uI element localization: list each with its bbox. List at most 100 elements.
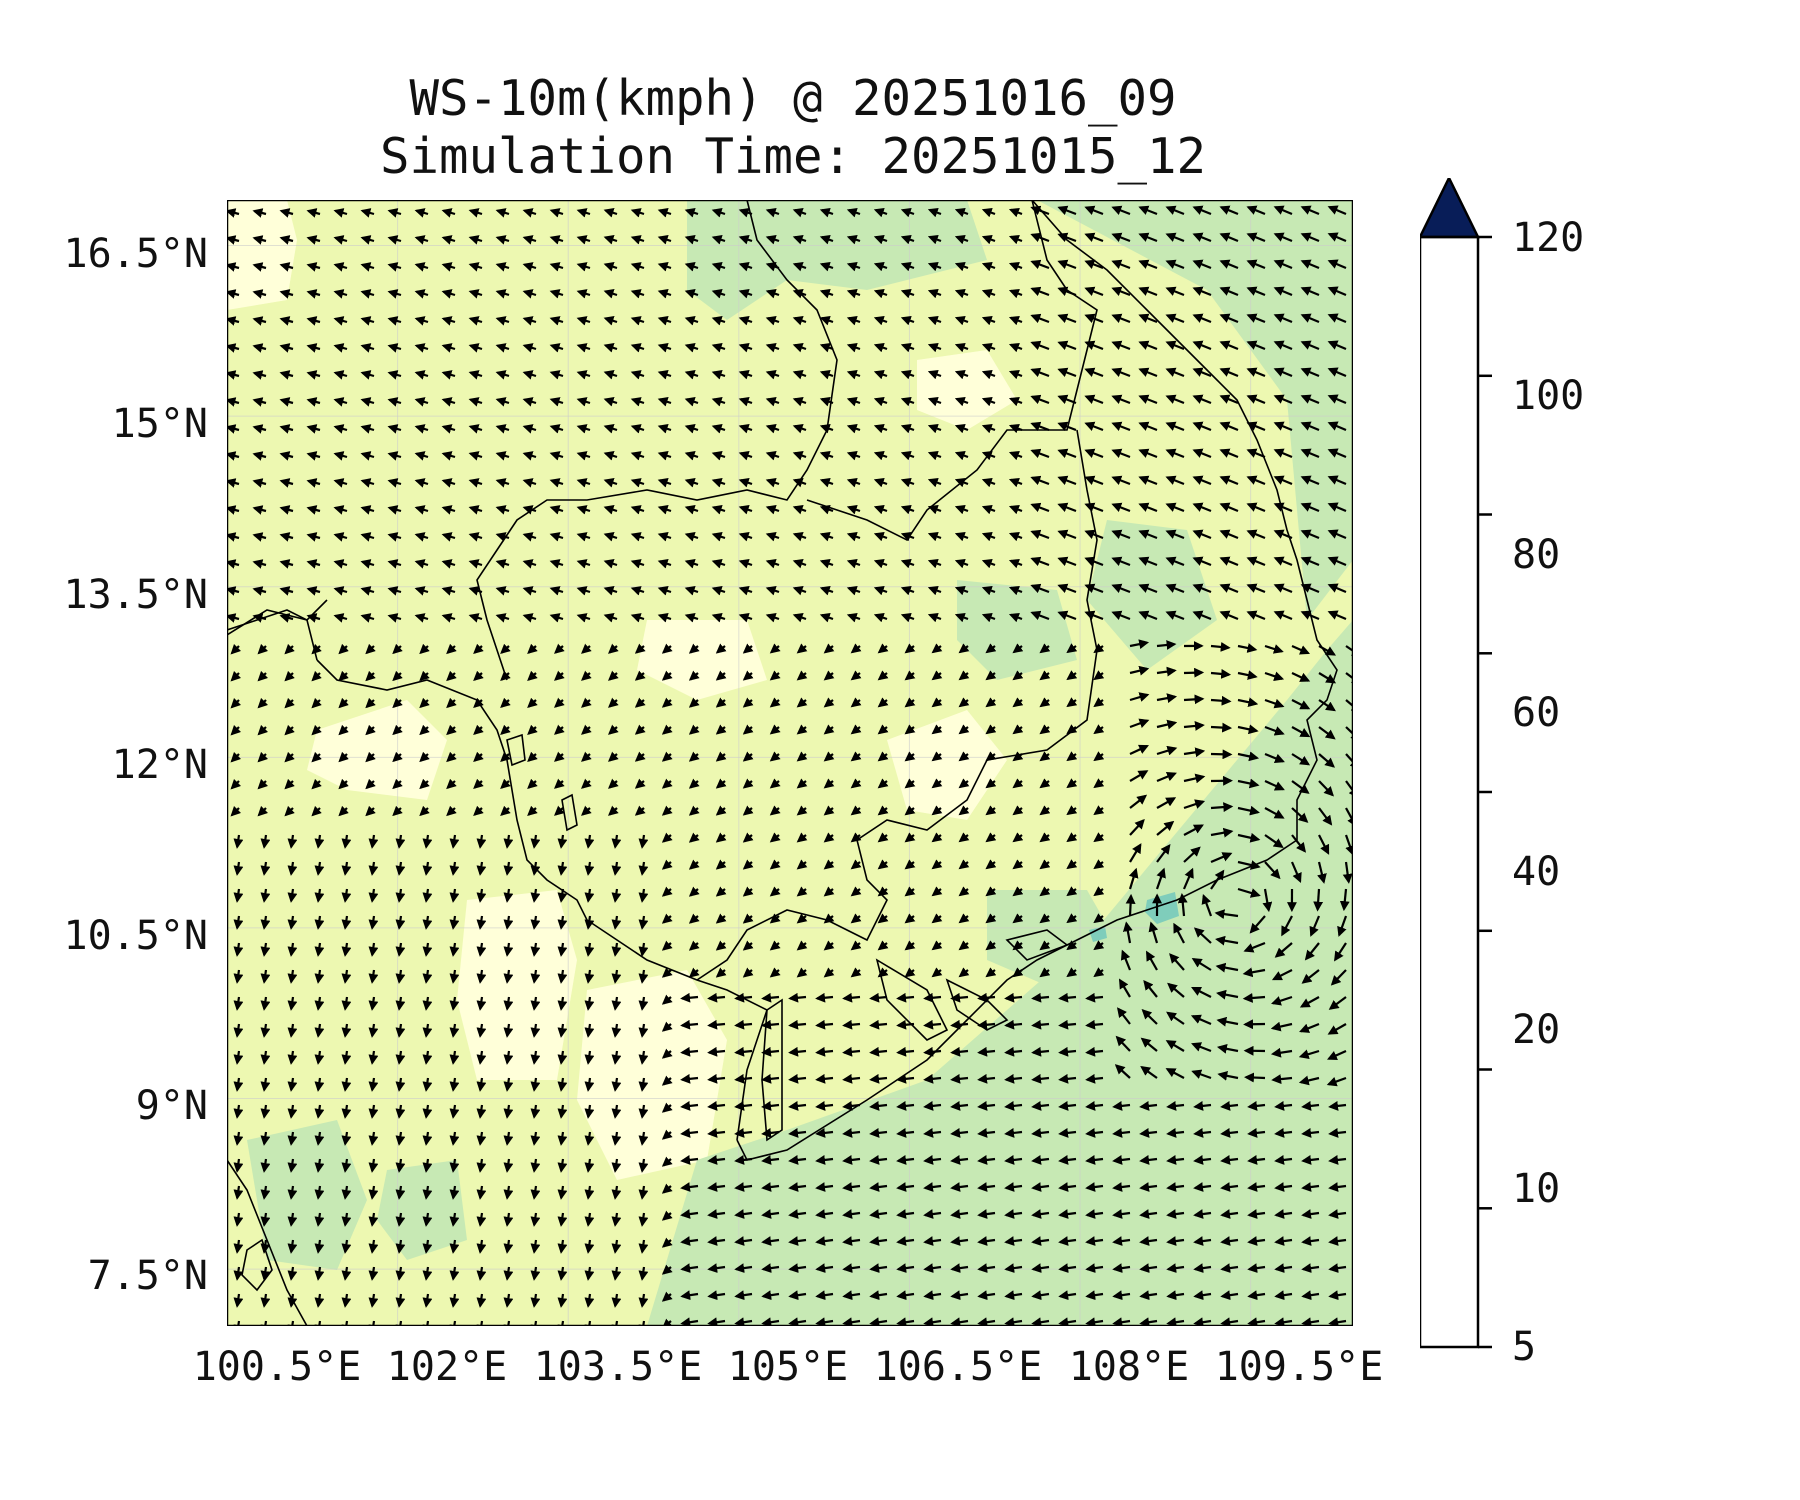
wind-arrow [576,586,591,596]
wind-arrow [657,208,672,218]
wind-arrow [1273,367,1293,378]
wind-arrow [684,586,699,596]
wind-arrow [603,478,618,488]
wind-arrow [1008,585,1023,596]
wind-arrow [792,612,807,623]
wind-arrow [873,531,888,542]
wind-arrow [792,342,807,353]
wind-arrow [306,586,321,596]
wind-arrow [900,612,915,623]
colorbar-label: 20 [1512,1007,1561,1053]
wind-arrow [792,423,807,434]
wind-arrow [954,207,969,218]
wind-arrow [1192,259,1212,270]
wind-arrow [441,613,456,623]
wind-arrow [522,505,537,515]
wind-arrow [227,478,240,488]
wind-arrow [1066,643,1078,654]
wind-arrow [1004,1019,1023,1030]
wind-arrow [1138,340,1158,351]
wind-arrow [468,316,483,326]
wind-arrow [1057,340,1077,351]
wind-arrow [630,613,645,623]
wind-arrow [711,586,726,596]
wind-arrow [958,643,970,654]
wind-arrow [549,289,564,299]
wind-arrow [954,504,969,515]
wind-arrow [252,424,267,434]
wind-arrow [608,643,619,654]
wind-arrow [657,424,672,434]
wind-arrow [1165,475,1185,486]
wind-arrow [414,586,429,596]
wind-arrow [1327,448,1347,459]
title-line1: WS-10m(kmph) @ 20251016_09 [409,70,1177,127]
wind-arrow [819,586,834,596]
wind-arrow [441,451,456,461]
wind-arrow [387,262,402,272]
wind-arrow [1138,502,1158,513]
wind-arrow [279,424,294,434]
wind-arrow [1273,259,1293,270]
wind-arrow [792,585,807,596]
wind-arrow [227,370,240,380]
wind-arrow [742,643,754,654]
wind-arrow [230,643,242,655]
wind-arrow [441,559,456,569]
wind-arrow [603,343,618,353]
wind-arrow [1165,286,1185,297]
wind-arrow [468,424,483,434]
wind-arrow [684,289,699,299]
wind-arrow [792,315,807,326]
lat-tick-label: 12°N [111,742,208,788]
wind-arrow [549,532,564,542]
wind-arrow [441,235,456,245]
wind-arrow [603,235,618,245]
wind-arrow [707,1019,726,1030]
wind-arrow [738,289,753,299]
wind-arrow [576,451,591,461]
wind-arrow [954,450,969,461]
wind-arrow [842,992,861,1003]
wind-arrow [1084,475,1104,486]
wind-arrow [227,343,240,353]
wind-arrow [1246,421,1266,432]
wind-arrow [927,315,942,326]
colorbar-ticks [1478,235,1492,1349]
wind-arrow [684,613,699,623]
wind-arrow [1138,556,1158,567]
lat-tick-label: 13.5°N [63,572,209,618]
wind-arrow [1030,205,1050,216]
wind-arrow [441,424,456,434]
wind-arrow [981,207,996,218]
wind-arrow [1030,448,1050,459]
wind-arrow [360,586,375,596]
wind-arrow [333,586,348,596]
wind-arrow [360,289,375,299]
wind-arrow [333,343,348,353]
wind-arrow [792,531,807,542]
wind-arrow [360,370,375,380]
wind-arrow [711,397,726,407]
wind-arrow [576,532,591,542]
wind-arrow [279,208,294,218]
wind-arrow [954,531,969,542]
wind-arrow [1058,1019,1077,1030]
wind-arrow [927,234,942,245]
wind-arrow [873,396,888,407]
wind-arrow [981,477,996,488]
wind-arrow [227,451,240,461]
wind-arrow [360,262,375,272]
wind-arrow [1300,421,1320,432]
wind-arrow [387,235,402,245]
wind-arrow [711,451,726,461]
wind-arrow [1300,286,1320,297]
wind-arrow [252,451,267,461]
wind-arrow [1008,558,1023,569]
wind-arrow [1246,502,1266,513]
wind-arrow [873,612,888,623]
colorbar-label: 60 [1512,690,1561,736]
wind-arrow [1192,367,1212,378]
wind-arrow [1084,583,1104,594]
wind-arrow [842,1019,861,1030]
